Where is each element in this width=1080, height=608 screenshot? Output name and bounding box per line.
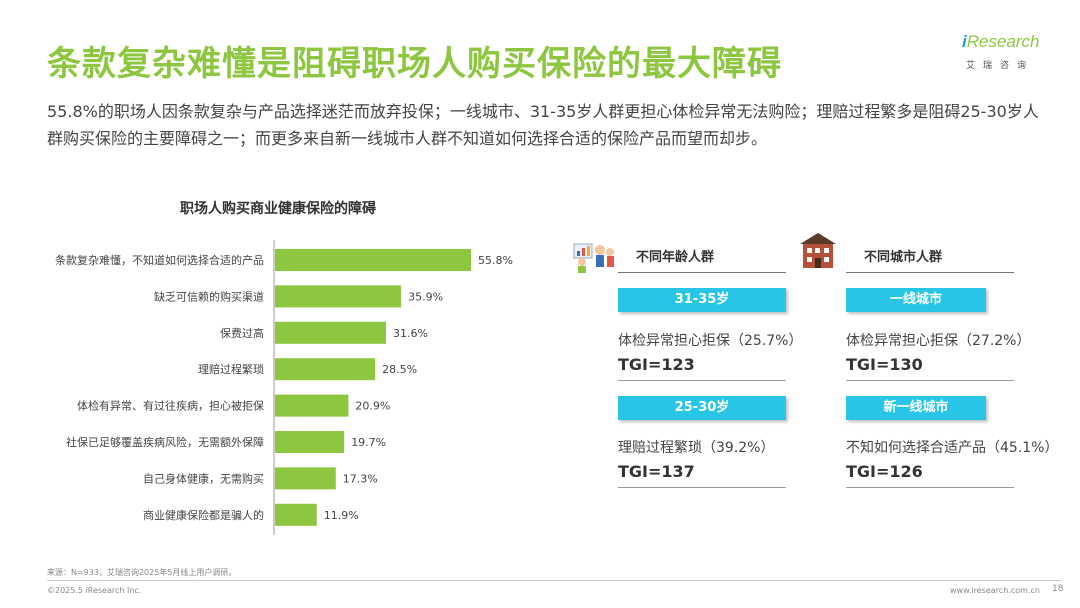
copyright: ©2025.5 iResearch Inc. bbox=[47, 586, 142, 595]
city-tgi-tier1: TGI=130 bbox=[846, 355, 923, 374]
category-label: 缺乏可信赖的购买渠道 bbox=[154, 289, 264, 303]
city-metric-new-tier1: 不知如何选择合适产品（45.1%） bbox=[846, 440, 1059, 456]
category-label: 保费过高 bbox=[220, 326, 264, 340]
age-metric-31-35: 体检异常担心拒保（25.7%） bbox=[618, 333, 803, 349]
data-label: 20.9% bbox=[355, 400, 390, 413]
bar bbox=[275, 431, 345, 453]
people-chart-icon bbox=[573, 243, 614, 273]
chart-title: 职场人购买商业健康保险的障碍 bbox=[180, 201, 376, 217]
bar bbox=[275, 321, 386, 344]
category-label: 体检有异常、有过往疾病，担心被拒保 bbox=[77, 399, 264, 413]
page-title: 条款复杂难懂是阻碍职场人购买保险的最大障碍 bbox=[47, 44, 782, 84]
data-label: 17.3% bbox=[343, 472, 378, 485]
bar bbox=[275, 249, 471, 271]
data-label: 55.8% bbox=[478, 254, 513, 267]
data-label: 28.5% bbox=[382, 363, 417, 376]
category-label: 商业健康保险都是骗人的 bbox=[143, 508, 264, 522]
data-label: 11.9% bbox=[324, 509, 359, 522]
category-label: 条款复杂难懂，不知道如何选择合适的产品 bbox=[55, 253, 264, 267]
bar-chart: 条款复杂难懂，不知道如何选择合适的产品 55.8% 缺乏可信赖的购买渠道 35.9% 保… bbox=[55, 240, 513, 535]
summary-text: 55.8%的职场人因条款复杂与产品选择迷茫而放弃投保；一线城市、31-35岁人群… bbox=[47, 102, 1039, 148]
category-label: 理赔过程繁琐 bbox=[198, 362, 264, 376]
bar bbox=[275, 503, 317, 526]
footer-divider bbox=[47, 580, 1062, 581]
city-tag-tier1: 一线城市 bbox=[846, 288, 986, 312]
age-tgi-31-35: TGI=123 bbox=[618, 355, 695, 374]
city-group-underline bbox=[846, 272, 1014, 273]
city-group-title: 不同城市人群 bbox=[864, 250, 943, 265]
age-tgi-25-30: TGI=137 bbox=[618, 462, 695, 481]
divider bbox=[846, 487, 1014, 488]
age-tag-25-30: 25-30岁 bbox=[618, 396, 786, 420]
bar bbox=[275, 358, 376, 381]
divider bbox=[618, 380, 786, 381]
category-label: 社保已足够覆盖疾病风险，无需额外保障 bbox=[66, 435, 264, 449]
bar bbox=[275, 285, 402, 308]
logo-subtitle: 艾瑞咨询 bbox=[966, 61, 1035, 71]
age-group-title: 不同年龄人群 bbox=[636, 250, 715, 265]
page-number: 18 bbox=[1052, 584, 1064, 594]
data-label: 31.6% bbox=[393, 327, 428, 340]
city-tgi-new-tier1: TGI=126 bbox=[846, 462, 923, 481]
bar bbox=[275, 394, 349, 417]
source-note: 来源：N=933，艾瑞咨询2025年5月线上用户调研。 bbox=[47, 568, 237, 577]
building-icon bbox=[800, 233, 836, 268]
age-tag-31-35: 31-35岁 bbox=[618, 288, 786, 312]
bar bbox=[275, 467, 336, 490]
website-url: www.iresearch.com.cn bbox=[950, 586, 1040, 595]
category-label: 自己身体健康，无需购买 bbox=[143, 471, 264, 485]
city-metric-tier1: 体检异常担心拒保（27.2%） bbox=[846, 333, 1031, 349]
logo-wordmark: iResearch bbox=[962, 32, 1040, 51]
divider bbox=[618, 487, 786, 488]
age-group-underline bbox=[618, 272, 786, 273]
data-label: 19.7% bbox=[351, 436, 386, 449]
iresearch-logo: iResearch 艾瑞咨询 bbox=[962, 28, 1054, 76]
data-label: 35.9% bbox=[408, 290, 443, 303]
city-tag-new-tier1: 新一线城市 bbox=[846, 396, 986, 420]
divider bbox=[846, 380, 1014, 381]
age-metric-25-30: 理赔过程繁琐（39.2%） bbox=[618, 440, 775, 456]
